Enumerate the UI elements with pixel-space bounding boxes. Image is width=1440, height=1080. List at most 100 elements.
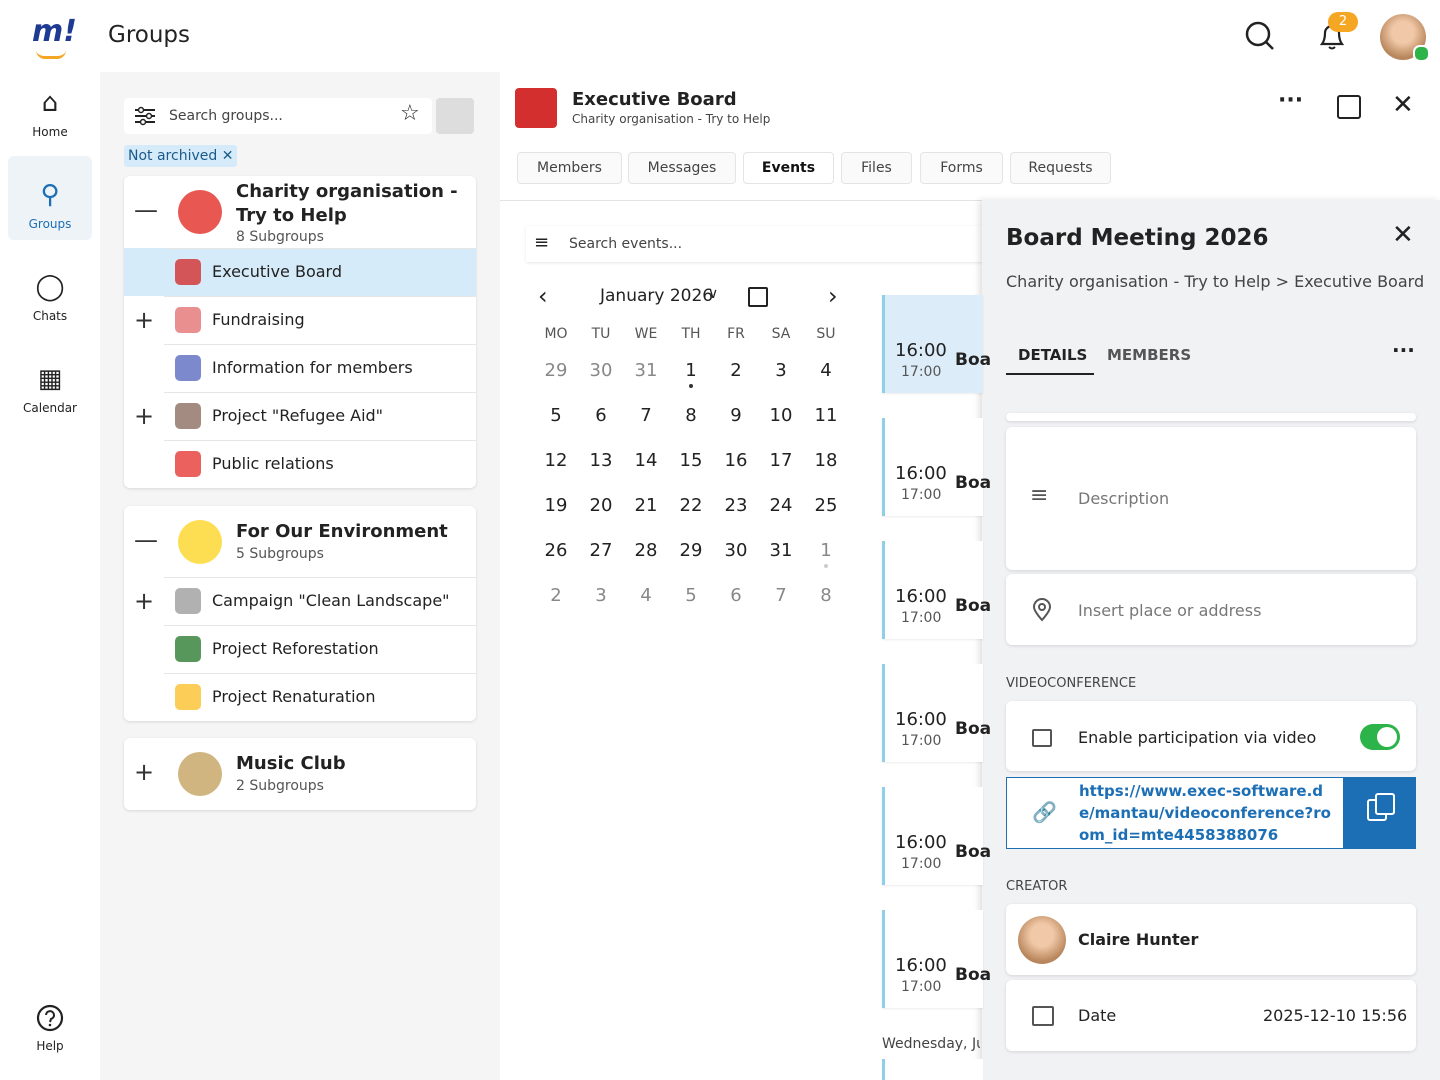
subgroup-name[interactable]: Public relations — [212, 454, 334, 473]
subgroup-name[interactable]: Project "Refugee Aid" — [212, 406, 384, 425]
calendar-day[interactable]: 29 — [544, 360, 568, 381]
subgroup-name[interactable]: Information for members — [212, 358, 413, 377]
video-link[interactable]: https://www.exec-software.de/mantau/vide… — [1079, 782, 1331, 844]
group-tab[interactable]: Members — [517, 152, 622, 184]
calendar-day[interactable]: 23 — [724, 495, 748, 516]
help-label[interactable]: Help — [36, 1039, 64, 1053]
event-card[interactable] — [882, 541, 983, 639]
calendar-day[interactable]: 20 — [589, 495, 613, 516]
event-card[interactable] — [882, 664, 983, 762]
calendar-day[interactable]: 7 — [775, 585, 787, 606]
calendar-day[interactable]: 4 — [820, 360, 832, 381]
group-tab[interactable]: Messages — [628, 152, 736, 184]
group-tab[interactable]: Requests — [1010, 152, 1111, 184]
description-card[interactable] — [1006, 427, 1416, 570]
subgroup-name[interactable]: Project Reforestation — [212, 639, 379, 658]
calendar-day[interactable]: 5 — [685, 585, 697, 606]
nav-label[interactable]: Calendar — [23, 401, 77, 415]
calendar-day[interactable]: 19 — [544, 495, 568, 516]
calendar-day[interactable]: 11 — [814, 405, 838, 426]
subgroup-name[interactable]: Fundraising — [212, 310, 305, 329]
nav-icon[interactable]: ⌂ — [41, 88, 59, 118]
calendar-day[interactable]: 3 — [595, 585, 607, 606]
nav-label[interactable]: Chats — [32, 309, 68, 323]
month-dropdown[interactable]: ∨ — [708, 286, 719, 302]
calendar-day[interactable]: 16 — [724, 450, 748, 471]
close-group[interactable]: ✕ — [1392, 90, 1414, 120]
subgroup-name[interactable]: Executive Board — [212, 262, 343, 281]
nav-label[interactable]: Groups — [28, 217, 72, 231]
calendar-day[interactable]: 6 — [730, 585, 742, 606]
calendar-day[interactable]: 18 — [814, 450, 838, 471]
calendar-day[interactable]: 25 — [814, 495, 838, 516]
calendar-day[interactable]: 15 — [679, 450, 703, 471]
calendar-day[interactable]: 24 — [769, 495, 793, 516]
search-button[interactable] — [436, 98, 474, 134]
copy-button[interactable] — [1343, 777, 1416, 849]
filter-icon[interactable] — [134, 106, 156, 126]
tab-details[interactable]: DETAILS — [1018, 346, 1088, 364]
calendar-day[interactable]: 30 — [724, 540, 748, 561]
calendar-day[interactable]: 2 — [550, 585, 562, 606]
more-menu[interactable]: ··· — [1278, 88, 1304, 113]
calendar-day[interactable]: 5 — [550, 405, 562, 426]
expand-toggle[interactable]: — — [134, 196, 158, 224]
calendar-day[interactable]: 26 — [544, 540, 568, 561]
calendar-day[interactable]: 8 — [820, 585, 832, 606]
calendar-day[interactable]: 27 — [589, 540, 613, 561]
expand-button[interactable] — [1337, 95, 1361, 119]
event-card[interactable] — [882, 418, 983, 516]
expand-toggle[interactable]: + — [134, 587, 155, 615]
group-name[interactable]: Charity organisation - Try to Help — [236, 181, 458, 226]
calendar-day[interactable]: 29 — [679, 540, 703, 561]
calendar-day[interactable]: 8 — [685, 405, 697, 426]
group-tab[interactable]: Events — [743, 152, 834, 184]
calendar-day[interactable]: 1 — [820, 540, 832, 561]
calendar-day[interactable]: 12 — [544, 450, 568, 471]
nav-icon[interactable]: ▦ — [37, 364, 63, 394]
group-tab[interactable]: Forms — [920, 152, 1003, 184]
calendar-day[interactable]: 30 — [589, 360, 613, 381]
calendar-day[interactable]: 2 — [730, 360, 742, 381]
detail-more[interactable]: ··· — [1392, 338, 1415, 362]
prev-month[interactable]: ‹ — [538, 282, 548, 310]
calendar-day[interactable]: 28 — [634, 540, 658, 561]
group-tab[interactable]: Files — [841, 152, 912, 184]
calendar-day[interactable]: 13 — [589, 450, 613, 471]
calendar-month[interactable]: January 2026 — [600, 286, 714, 306]
calendar-day[interactable]: 4 — [640, 585, 652, 606]
event-card[interactable] — [882, 910, 983, 1008]
nav-icon[interactable]: ⚲ — [40, 180, 60, 210]
calendar-day[interactable]: 22 — [679, 495, 703, 516]
close-event[interactable]: ✕ — [1392, 220, 1414, 250]
groups-search[interactable] — [124, 98, 432, 134]
calendar-day[interactable]: 17 — [769, 450, 793, 471]
calendar-day[interactable]: 1 — [685, 360, 697, 381]
calendar-icon[interactable] — [748, 287, 768, 307]
calendar-day[interactable]: 10 — [769, 405, 793, 426]
help-icon[interactable] — [35, 1003, 65, 1033]
expand-toggle[interactable]: — — [134, 525, 158, 554]
expand-toggle[interactable]: + — [134, 402, 155, 430]
calendar-day[interactable]: 31 — [634, 360, 658, 381]
calendar-day[interactable]: 6 — [595, 405, 607, 426]
filter-chip[interactable]: Not archived ✕ — [124, 145, 238, 167]
place-card[interactable] — [1006, 574, 1416, 645]
favorite-star[interactable]: ☆ — [400, 101, 420, 126]
calendar-day[interactable]: 7 — [640, 405, 652, 426]
search-icon[interactable] — [1244, 20, 1276, 52]
group-name[interactable]: Music Club — [236, 753, 346, 774]
tab-members[interactable]: MEMBERS — [1107, 346, 1192, 364]
nav-icon[interactable]: ◯ — [35, 272, 65, 302]
next-month[interactable]: › — [828, 282, 838, 310]
event-card[interactable] — [882, 295, 983, 393]
events-search[interactable] — [526, 226, 996, 262]
events-filter-icon[interactable]: ≡ — [534, 232, 550, 253]
calendar-day[interactable]: 21 — [634, 495, 658, 516]
calendar-day[interactable]: 9 — [730, 405, 742, 426]
event-card[interactable] — [882, 787, 983, 885]
expand-toggle[interactable]: + — [134, 758, 155, 786]
nav-label[interactable]: Home — [32, 125, 68, 139]
calendar-day[interactable]: 3 — [775, 360, 787, 381]
subgroup-name[interactable]: Campaign "Clean Landscape" — [212, 591, 450, 610]
